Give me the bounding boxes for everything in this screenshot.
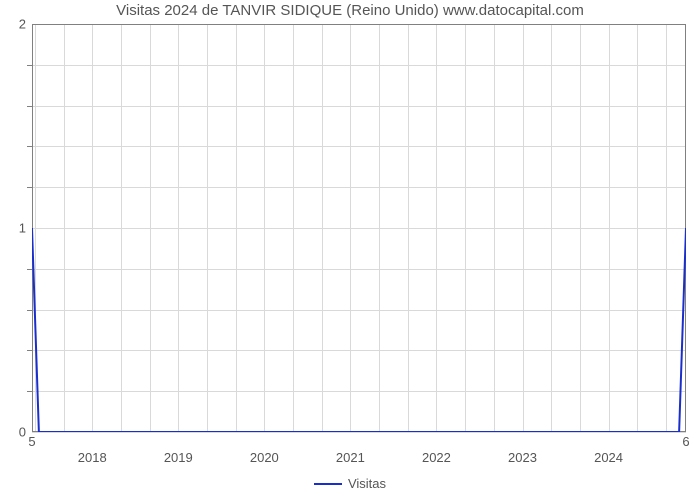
x-tick-label: 2019	[164, 432, 193, 465]
y-minor-tick	[27, 106, 32, 107]
legend-text: Visitas	[348, 476, 386, 491]
y-minor-tick	[27, 146, 32, 147]
visits-chart: Visitas 2024 de TANVIR SIDIQUE (Reino Un…	[0, 0, 700, 500]
legend: Visitas	[0, 476, 700, 491]
y-tick-label: 2	[19, 17, 32, 32]
y-minor-tick	[27, 269, 32, 270]
x-tick-label: 2024	[594, 432, 623, 465]
x-tick-label: 2020	[250, 432, 279, 465]
x-tick-label: 2022	[422, 432, 451, 465]
y-minor-tick	[27, 65, 32, 66]
y-minor-tick	[27, 391, 32, 392]
y-tick-label: 1	[19, 221, 32, 236]
x-tick-label: 2021	[336, 432, 365, 465]
x2-right-label: 6	[682, 432, 689, 449]
y-minor-tick	[27, 350, 32, 351]
series-polyline	[32, 228, 686, 432]
legend-line	[314, 483, 342, 485]
x2-left-label: 5	[28, 432, 35, 449]
series-line	[32, 24, 686, 432]
chart-title: Visitas 2024 de TANVIR SIDIQUE (Reino Un…	[0, 2, 700, 19]
plot-area: 012 2018201920202021202220232024 56	[32, 24, 686, 432]
x-tick-label: 2023	[508, 432, 537, 465]
y-minor-tick	[27, 187, 32, 188]
y-minor-tick	[27, 310, 32, 311]
x-tick-label: 2018	[78, 432, 107, 465]
